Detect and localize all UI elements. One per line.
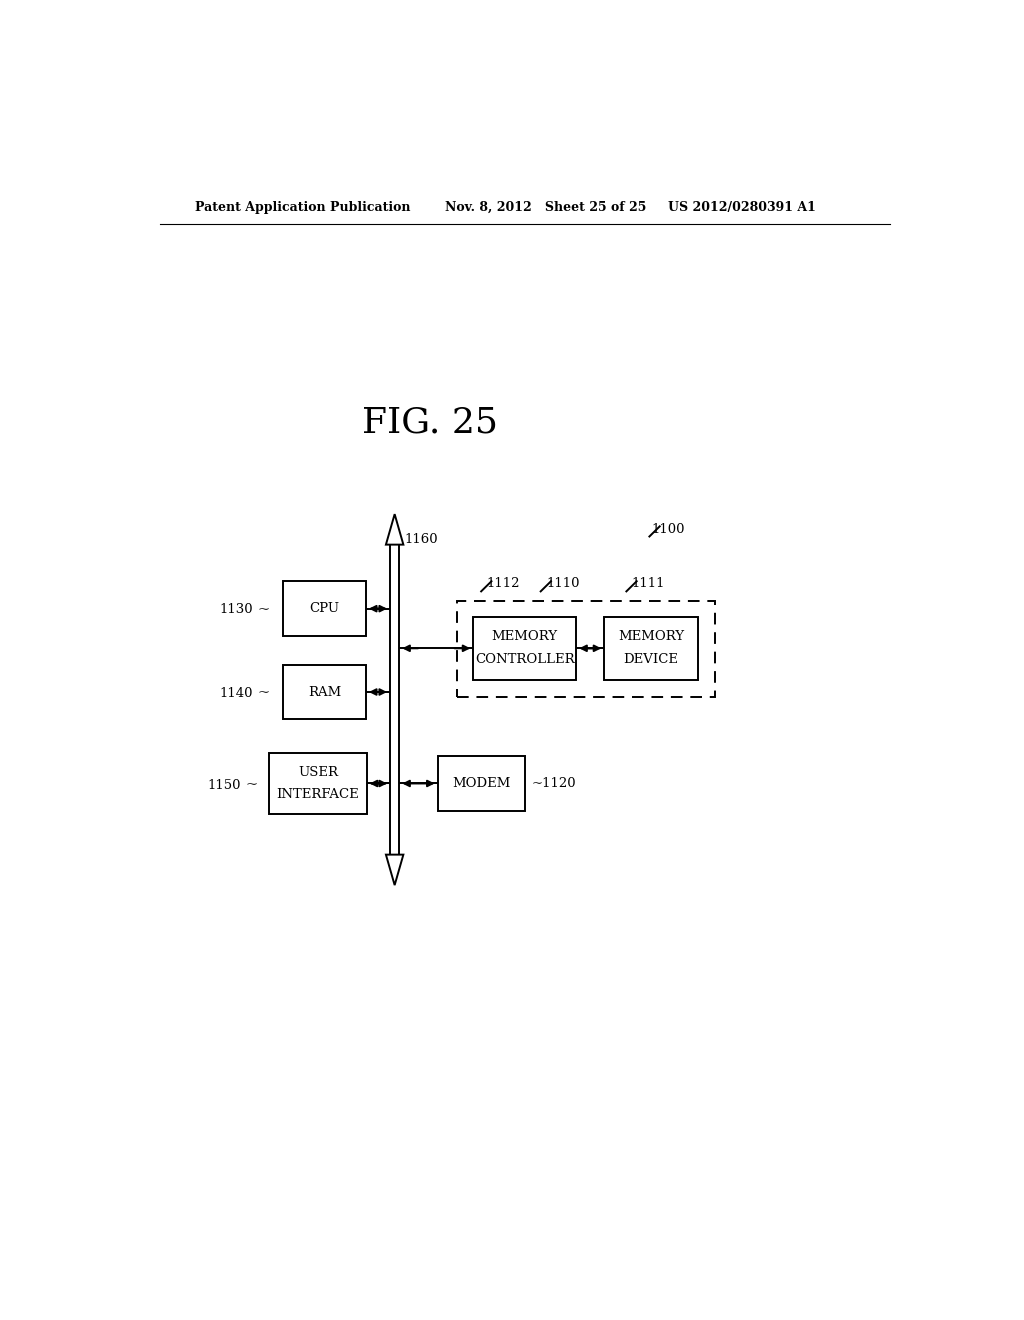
Text: 1112: 1112 xyxy=(486,577,520,590)
Text: 1140: 1140 xyxy=(219,686,253,700)
Text: ~: ~ xyxy=(257,603,269,616)
Text: 1100: 1100 xyxy=(652,523,685,536)
Bar xyxy=(283,664,367,719)
Text: MEMORY: MEMORY xyxy=(617,631,684,643)
Text: ~: ~ xyxy=(246,779,258,792)
Text: USER: USER xyxy=(298,766,338,779)
Bar xyxy=(283,581,367,636)
Text: ~: ~ xyxy=(257,686,269,700)
Text: 1130: 1130 xyxy=(219,603,253,616)
Text: 1160: 1160 xyxy=(404,533,438,546)
Text: 1111: 1111 xyxy=(632,577,666,590)
Bar xyxy=(269,752,367,814)
Text: ~1120: ~1120 xyxy=(531,777,575,789)
Bar xyxy=(437,756,524,810)
Text: FIG. 25: FIG. 25 xyxy=(361,405,498,440)
Text: DEVICE: DEVICE xyxy=(624,653,679,667)
Text: Patent Application Publication: Patent Application Publication xyxy=(196,201,411,214)
Text: MEMORY: MEMORY xyxy=(492,631,558,643)
Text: INTERFACE: INTERFACE xyxy=(276,788,359,801)
Text: MODEM: MODEM xyxy=(452,777,510,789)
Text: 1110: 1110 xyxy=(546,577,580,590)
Polygon shape xyxy=(386,515,403,545)
Text: CONTROLLER: CONTROLLER xyxy=(475,653,574,667)
Bar xyxy=(458,601,715,697)
Bar xyxy=(604,616,697,680)
Polygon shape xyxy=(386,854,403,886)
Text: US 2012/0280391 A1: US 2012/0280391 A1 xyxy=(668,201,815,214)
Text: 1150: 1150 xyxy=(207,779,241,792)
Bar xyxy=(473,616,577,680)
Text: CPU: CPU xyxy=(309,602,340,615)
Text: Nov. 8, 2012   Sheet 25 of 25: Nov. 8, 2012 Sheet 25 of 25 xyxy=(445,201,647,214)
Text: RAM: RAM xyxy=(308,685,341,698)
